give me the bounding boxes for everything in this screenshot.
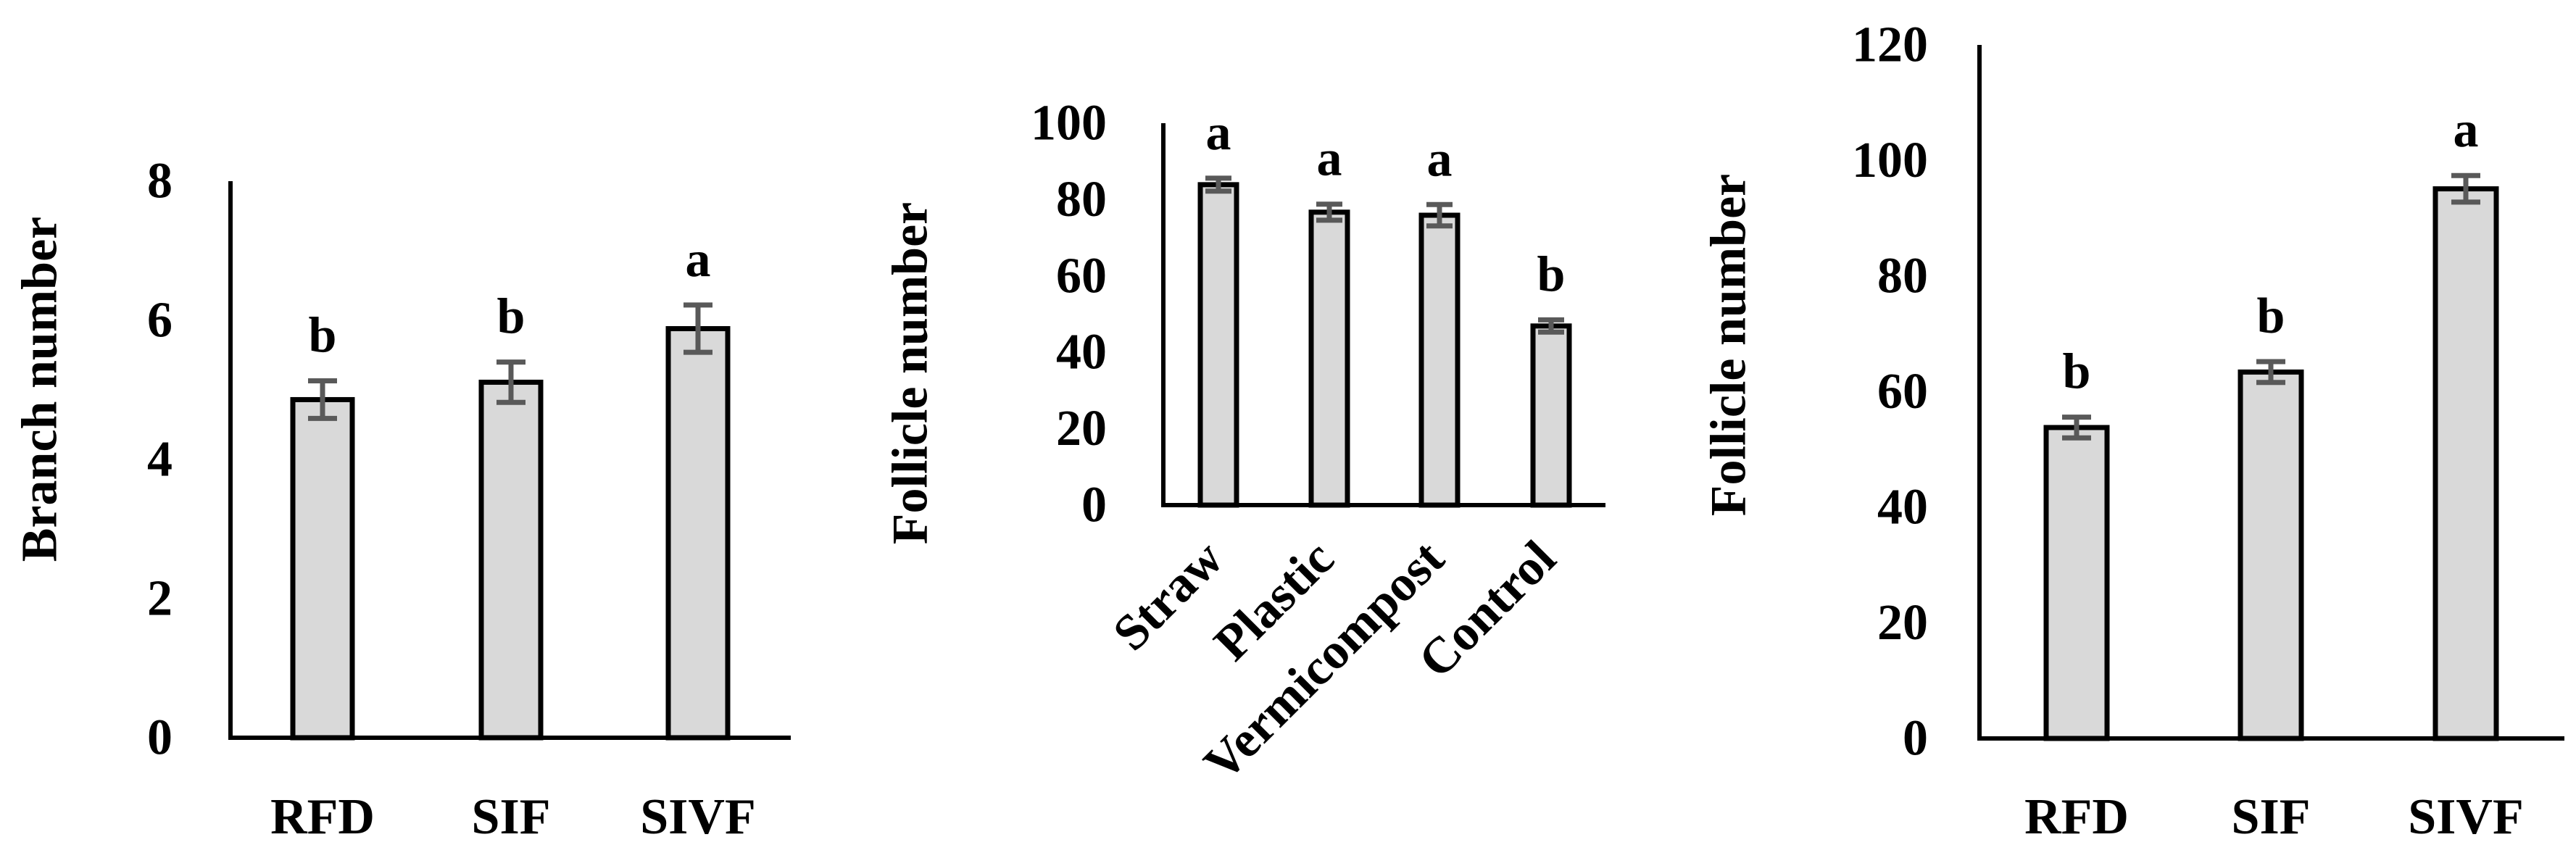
- axes: [1161, 123, 1605, 507]
- y-tick-label: 120: [1852, 17, 1928, 73]
- y-tick-label: 8: [147, 154, 173, 209]
- error-bar: [1538, 317, 1564, 335]
- significance-letter: b: [2063, 344, 2091, 400]
- significance-letter: a: [1427, 131, 1453, 187]
- x-tick-label: SIF: [2232, 789, 2311, 845]
- y-tick-label: 6: [147, 293, 173, 349]
- significance-letter: a: [1317, 131, 1342, 187]
- y-tick-label: 4: [147, 432, 173, 488]
- y-tick-label: 80: [1056, 172, 1107, 228]
- y-axis-title: Follicle number: [1701, 174, 1757, 516]
- error-bar: [2451, 172, 2480, 205]
- error-bar: [2062, 415, 2091, 441]
- bar-vermicompost: [1418, 212, 1461, 508]
- bar-plastic: [1308, 209, 1350, 508]
- x-tick-label: SIVF: [640, 789, 755, 845]
- error-bar: [1205, 175, 1231, 194]
- error-bar: [684, 302, 712, 355]
- significance-letter: b: [497, 289, 525, 345]
- y-tick-label: 20: [1877, 595, 1928, 651]
- error-bar: [308, 378, 337, 421]
- y-tick-label: 100: [1852, 133, 1928, 188]
- significance-letter: b: [309, 308, 337, 364]
- significance-letter: a: [686, 232, 711, 288]
- y-axis-title: Branch number: [12, 217, 68, 562]
- bar-straw: [1197, 182, 1239, 508]
- y-tick-label: 2: [147, 571, 173, 627]
- y-tick-label: 0: [1081, 478, 1107, 533]
- y-axis-title: Follicle number: [883, 202, 939, 544]
- error-bar: [1316, 201, 1342, 223]
- significance-letter: a: [2454, 102, 2479, 158]
- x-tick-label: SIVF: [2408, 789, 2523, 845]
- x-tick-label: RFD: [2024, 789, 2129, 845]
- significance-letter: b: [1537, 246, 1566, 302]
- y-tick-label: 80: [1877, 249, 1928, 304]
- bar-chart-panel-1: Branch number 0 2 4 6 8 b RFD b SIF a SIVF: [12, 154, 791, 845]
- bar-control: [1530, 323, 1572, 508]
- error-bar: [496, 359, 525, 405]
- axes: [228, 181, 791, 740]
- x-tick-label: SIF: [472, 789, 551, 845]
- y-tick-label: 20: [1056, 401, 1107, 457]
- bar-sif: [2238, 369, 2304, 741]
- y-tick-label: 0: [147, 710, 173, 766]
- axes: [1977, 45, 2564, 741]
- bar-chart-panel-3: Follicle number 0 20 40 60 80 100 120 b RFD b SIF a S…: [1701, 17, 2564, 845]
- y-tick-label: 40: [1056, 325, 1107, 380]
- bar-rfd: [290, 396, 355, 741]
- error-bar: [2256, 359, 2285, 386]
- y-tick-label: 40: [1877, 480, 1928, 536]
- y-tick-label: 60: [1056, 248, 1107, 304]
- significance-letter: a: [1206, 105, 1231, 161]
- bar-rfd: [2043, 425, 2110, 741]
- x-tick-label: RFD: [270, 789, 375, 845]
- significance-letter: b: [2257, 288, 2285, 344]
- y-tick-label: 60: [1877, 364, 1928, 420]
- bar-sif: [478, 379, 544, 741]
- y-tick-label: 100: [1031, 96, 1107, 151]
- bar-sivf: [2432, 186, 2499, 741]
- error-bar: [1426, 201, 1453, 229]
- y-tick-label: 0: [1903, 711, 1928, 767]
- bar-sivf: [665, 326, 731, 741]
